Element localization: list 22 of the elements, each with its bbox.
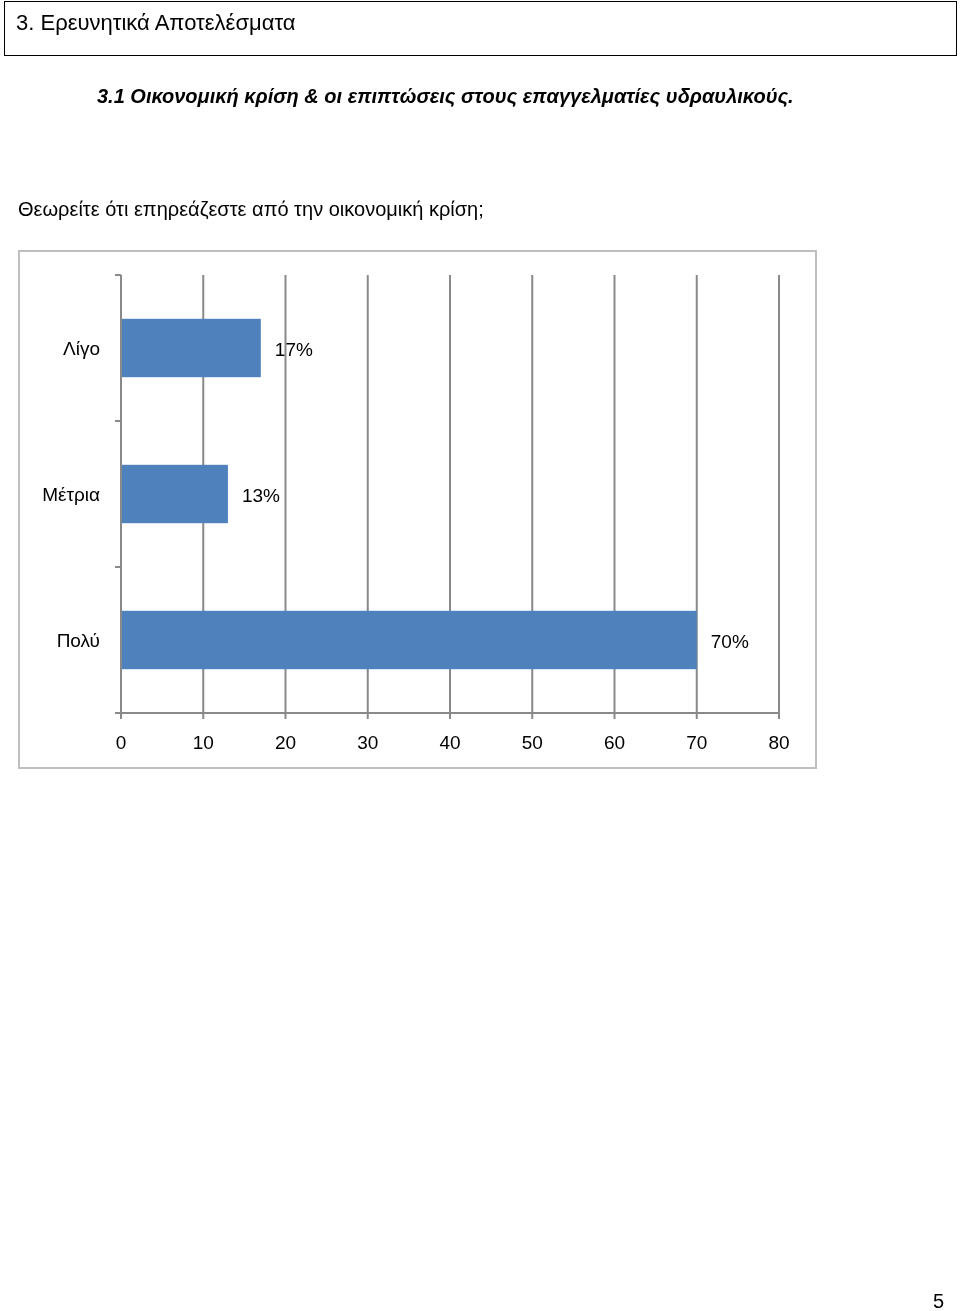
data-label: 13% (241, 485, 281, 506)
x-tick-label: 50 (521, 732, 543, 753)
x-tick-label: 60 (603, 732, 626, 753)
chart-title: Θεωρείτε ότι επηρεάζεστε από την οικονομική κρίση; (18, 198, 484, 220)
x-tick-label: 20 (274, 732, 297, 753)
y-tick-label: Πολύ (56, 630, 100, 651)
x-tick-label: 40 (439, 732, 461, 753)
x-tick-label: 30 (357, 732, 379, 753)
text: 3. Ερευνητικά Αποτελέσματα (16, 10, 296, 35)
text: 3.1 Οικονομική κρίση & οι επιπτώσεις στους επαγγελματίες υδραυλικούς. (97, 85, 794, 108)
data-label: 70% (710, 631, 749, 652)
x-tick-label: 70 (686, 732, 708, 753)
y-tick-label: Μέτρια (42, 484, 100, 505)
bar (121, 318, 261, 378)
x-tick-label: 0 (115, 732, 127, 753)
data-label: 17% (274, 339, 313, 360)
text: 5 (932, 1290, 944, 1311)
y-tick-label: Λίγο (63, 338, 100, 359)
bar (121, 464, 228, 524)
x-tick-label: 80 (768, 732, 790, 753)
bar (121, 610, 697, 670)
x-tick-label: 10 (192, 732, 214, 753)
